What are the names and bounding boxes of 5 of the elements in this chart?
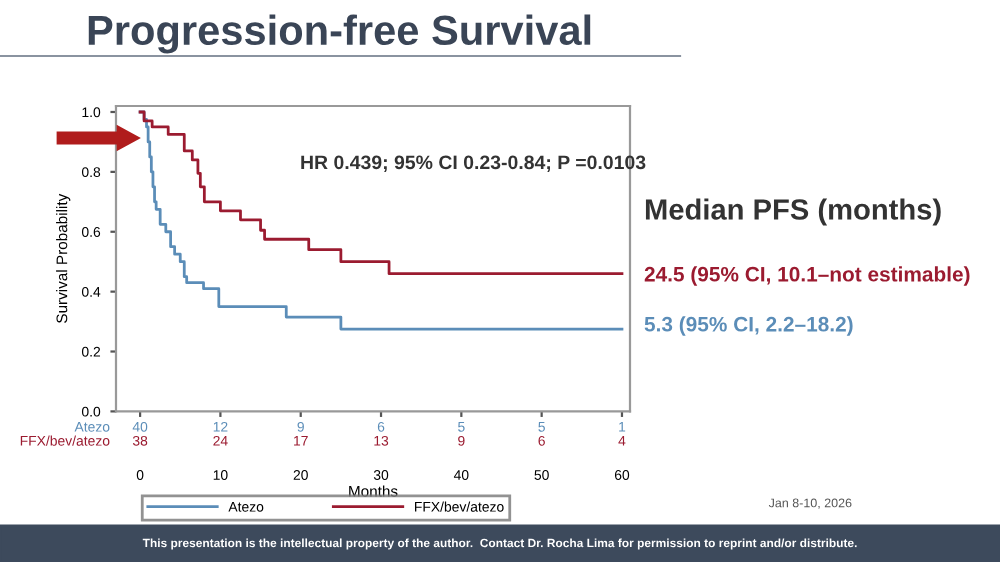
annotation: HR 0.439; 95% CI 0.23-0.84; P =0.0103	[301, 155, 646, 173]
text: Median PFS (months)	[645, 198, 941, 226]
text: 24.5 (95% CI, 10.1–not estimable)	[644, 266, 970, 286]
text: 5.3 (95% CI, 2.2–18.2)	[644, 316, 853, 336]
chart-title: Progression-free Survival	[88, 14, 591, 54]
